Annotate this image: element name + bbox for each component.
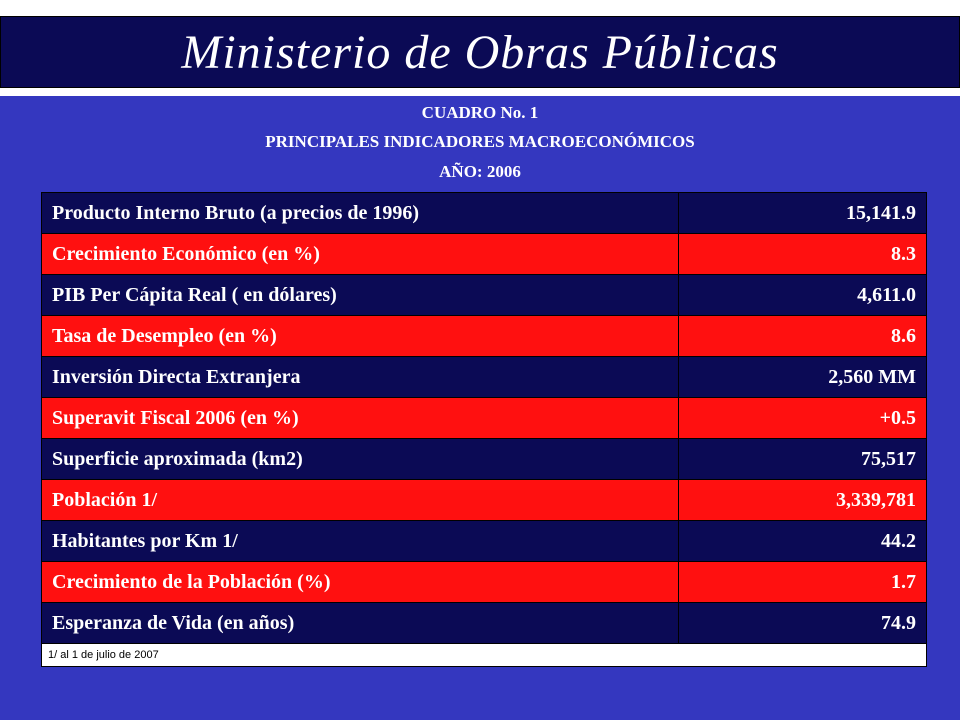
row-label: Producto Interno Bruto (a precios de 199… (41, 192, 679, 234)
row-label: Habitantes por Km 1/ (41, 520, 679, 562)
caption-line-2: PRINCIPALES INDICADORES MACROECONÓMICOS (265, 132, 695, 151)
row-label: PIB Per Cápita Real ( en dólares) (41, 274, 679, 316)
footnote: 1/ al 1 de julio de 2007 (41, 643, 927, 667)
row-label: Crecimiento de la Población (%) (41, 561, 679, 603)
row-value: 15,141.9 (678, 192, 927, 234)
row-label: Inversión Directa Extranjera (41, 356, 679, 398)
table-row: Esperanza de Vida (en años) 74.9 (41, 602, 927, 644)
row-value: 74.9 (678, 602, 927, 644)
table-row: Inversión Directa Extranjera 2,560 MM (41, 356, 927, 398)
table-row: Superficie aproximada (km2) 75,517 (41, 438, 927, 480)
row-value: +0.5 (678, 397, 927, 439)
table-row: Crecimiento Económico (en %) 8.3 (41, 233, 927, 275)
row-value: 4,611.0 (678, 274, 927, 316)
table-row: Crecimiento de la Población (%) 1.7 (41, 561, 927, 603)
table-row: Tasa de Desempleo (en %) 8.6 (41, 315, 927, 357)
table-row: Producto Interno Bruto (a precios de 199… (41, 192, 927, 234)
caption-line-3: AÑO: 2006 (439, 162, 521, 181)
row-value: 1.7 (678, 561, 927, 603)
title-banner: Ministerio de Obras Públicas (0, 16, 960, 88)
row-value: 2,560 MM (678, 356, 927, 398)
row-label: Población 1/ (41, 479, 679, 521)
table-row: Población 1/ 3,339,781 (41, 479, 927, 521)
row-value: 3,339,781 (678, 479, 927, 521)
row-value: 75,517 (678, 438, 927, 480)
row-label: Superavit Fiscal 2006 (en %) (41, 397, 679, 439)
row-label: Superficie aproximada (km2) (41, 438, 679, 480)
table-row: Habitantes por Km 1/ 44.2 (41, 520, 927, 562)
table-row: PIB Per Cápita Real ( en dólares) 4,611.… (41, 274, 927, 316)
row-value: 8.3 (678, 233, 927, 275)
indicators-table: Producto Interno Bruto (a precios de 199… (41, 192, 927, 667)
page-title: Ministerio de Obras Públicas (181, 25, 779, 79)
caption-line-1: CUADRO No. 1 (421, 103, 539, 122)
row-value: 44.2 (678, 520, 927, 562)
row-value: 8.6 (678, 315, 927, 357)
table-row: Superavit Fiscal 2006 (en %) +0.5 (41, 397, 927, 439)
footnote-row: 1/ al 1 de julio de 2007 (41, 643, 927, 667)
row-label: Tasa de Desempleo (en %) (41, 315, 679, 357)
row-label: Crecimiento Económico (en %) (41, 233, 679, 275)
row-label: Esperanza de Vida (en años) (41, 602, 679, 644)
